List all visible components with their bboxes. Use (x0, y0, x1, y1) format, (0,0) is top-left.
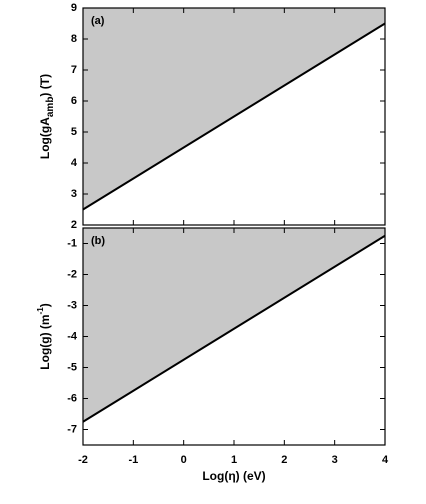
y-tick-label: -7 (67, 423, 77, 435)
y-tick-label: -6 (67, 392, 77, 404)
shaded-region (83, 8, 385, 210)
x-tick-label: 0 (181, 454, 187, 466)
line (82, 22, 386, 211)
y-tick-label: 7 (71, 64, 77, 76)
y-tick-label: -2 (67, 268, 77, 280)
y-axis-label: Log(gAamb) (T) (38, 74, 55, 159)
y-axis-label-part: ) (38, 303, 52, 307)
y-axis-label-part: -1 (36, 307, 45, 315)
y-tick-label: -1 (67, 237, 77, 249)
y-tick-label: 8 (71, 33, 77, 45)
x-axis-label: Log(η) (eV) (202, 469, 265, 483)
shaded-region (83, 228, 385, 422)
y-tick-label: 9 (71, 2, 77, 14)
x-tick-label: 3 (332, 454, 338, 466)
y-tick-label: 3 (71, 188, 77, 200)
y-axis-label-part: Log(g) (m (38, 314, 52, 369)
x-tick-label: 2 (281, 454, 287, 466)
panel-label: (a) (91, 15, 105, 27)
y-axis-label: Log(g) (m-1) (36, 303, 52, 369)
y-tick-label: 6 (71, 95, 77, 107)
y-axis-label-part: ) (T) (38, 74, 52, 97)
y-tick-label: -3 (67, 299, 77, 311)
y-tick-label: -5 (67, 361, 77, 373)
x-tick-label: -1 (128, 454, 138, 466)
y-tick-label: 4 (71, 157, 78, 169)
y-tick-label: 2 (71, 219, 77, 231)
y-axis-label-part: amb (45, 97, 56, 118)
y-tick-label: -4 (67, 330, 78, 342)
x-tick-label: 1 (231, 454, 237, 466)
panel-label: (b) (91, 235, 105, 247)
x-tick-label: -2 (78, 454, 88, 466)
y-axis-label-part: Log(gA (38, 117, 52, 159)
y-tick-label: 5 (71, 126, 77, 138)
line (82, 234, 386, 423)
x-tick-label: 4 (382, 454, 389, 466)
